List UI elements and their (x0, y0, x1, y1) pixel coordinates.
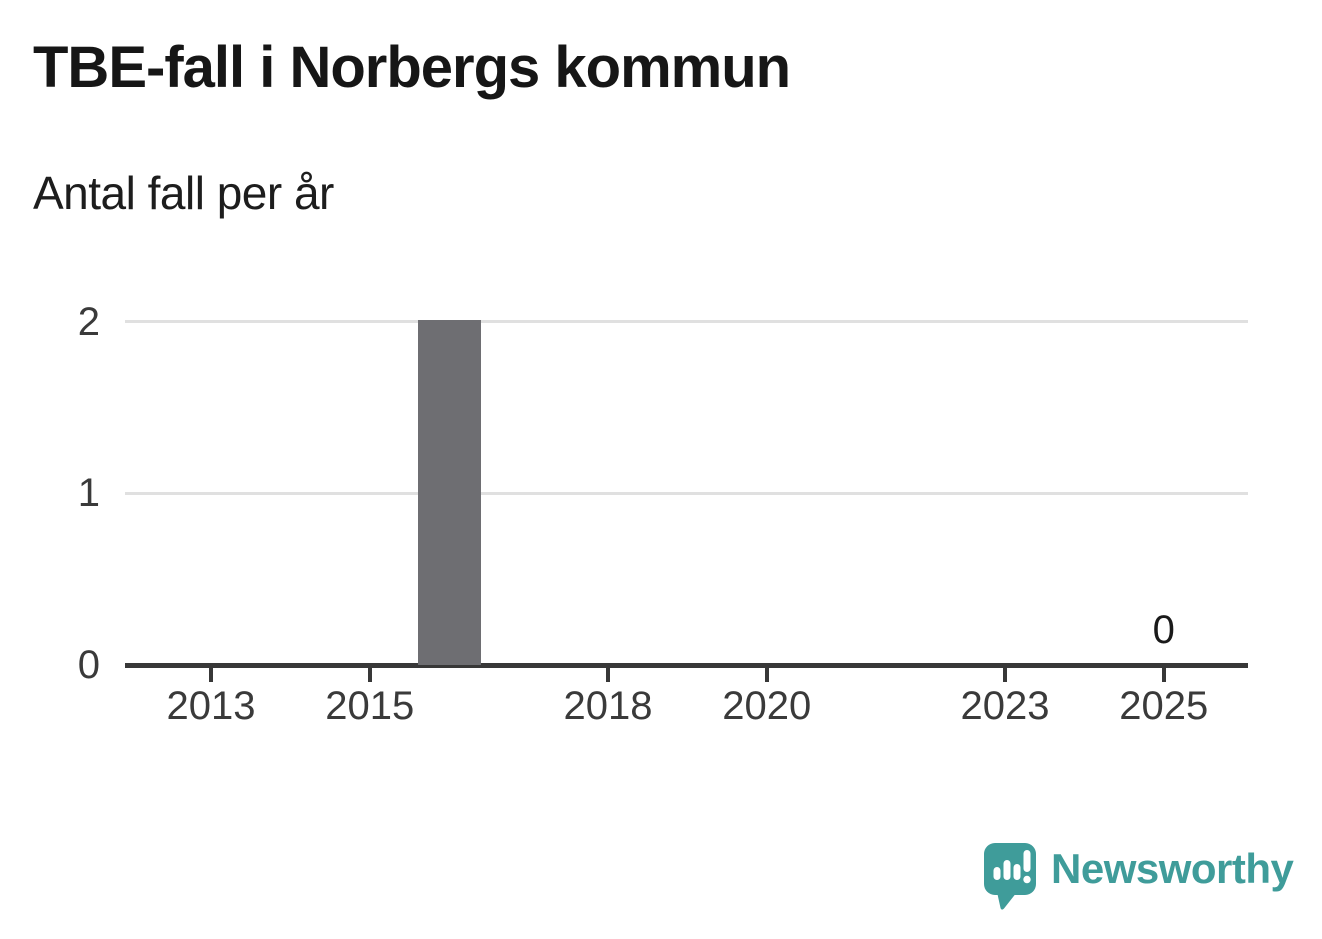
chart-title: TBE-fall i Norbergs kommun (33, 35, 791, 100)
newsworthy-logo-icon (984, 843, 1036, 910)
x-tick-mark-2025 (1161, 667, 1166, 682)
x-tick-mark-2018 (606, 667, 610, 682)
x-tick-label-2023: 2023 (960, 684, 1050, 728)
gridline-y1 (125, 491, 1248, 495)
x-tick-label-2025: 2025 (1119, 684, 1209, 728)
brand-footer: Newsworthy (984, 843, 1294, 911)
x-tick-label-2015: 2015 (325, 684, 415, 728)
x-tick-mark-2015 (367, 667, 372, 682)
bar-2016 (417, 320, 481, 665)
x-tick-label-2020: 2020 (722, 684, 812, 728)
y-tick-label-2: 2 (77, 299, 100, 344)
x-axis-line (125, 663, 1248, 668)
brand-name: Newsworthy (1051, 845, 1294, 892)
x-tick-mark-2020 (764, 667, 769, 682)
chart-subtitle: Antal fall per år (33, 167, 334, 219)
x-tick-label-2018: 2018 (563, 684, 653, 728)
bar-value-label-2025: 0 (1152, 608, 1175, 652)
x-tick-mark-2023 (1003, 667, 1007, 682)
y-tick-label-0: 0 (77, 643, 100, 687)
x-tick-mark-2013 (209, 667, 213, 682)
x-tick-label-2013: 2013 (166, 684, 256, 728)
gridline-y2 (125, 320, 1248, 323)
y-tick-label-1: 1 (77, 471, 100, 516)
